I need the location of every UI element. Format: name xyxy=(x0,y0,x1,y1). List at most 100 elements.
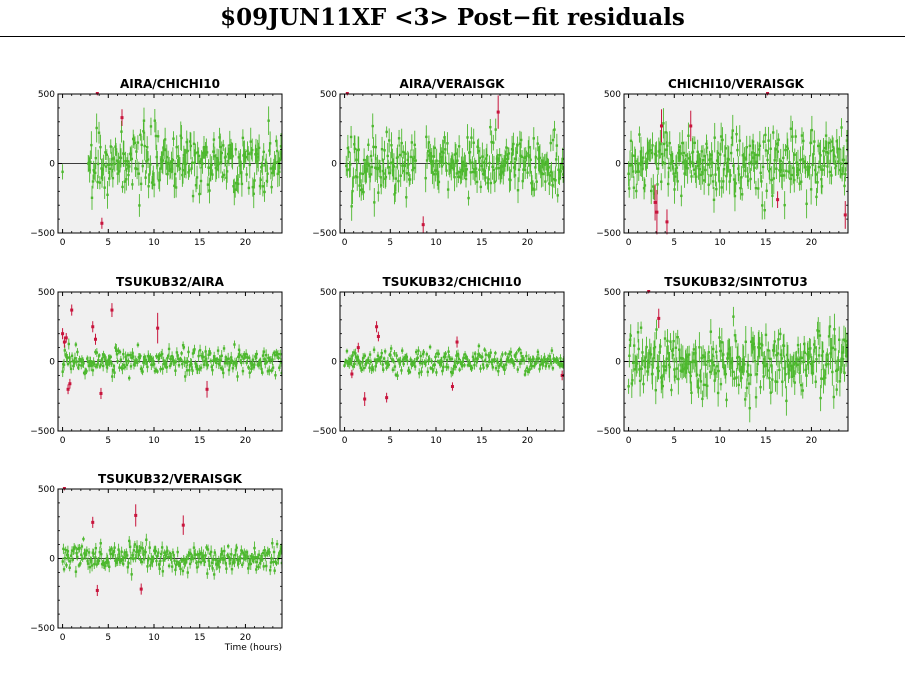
good-point xyxy=(790,173,794,177)
good-point xyxy=(181,169,185,172)
good-point xyxy=(468,151,472,154)
good-point xyxy=(519,351,523,355)
good-point xyxy=(142,355,146,359)
good-point xyxy=(809,347,812,350)
outlier-point xyxy=(68,382,72,386)
good-point xyxy=(490,361,494,364)
good-point xyxy=(843,371,846,375)
good-point xyxy=(274,560,277,563)
good-point xyxy=(151,178,154,182)
good-point xyxy=(85,370,88,373)
good-point xyxy=(202,554,205,557)
good-point xyxy=(740,176,743,179)
good-point xyxy=(210,365,213,368)
good-point xyxy=(207,559,210,562)
good-point xyxy=(521,179,524,183)
good-point xyxy=(475,361,478,364)
good-point xyxy=(82,362,85,365)
good-point xyxy=(181,344,185,347)
good-point xyxy=(275,139,278,143)
good-point xyxy=(825,358,829,361)
good-point xyxy=(687,362,690,366)
good-point xyxy=(639,150,643,153)
good-point xyxy=(678,348,681,351)
good-point xyxy=(344,360,347,364)
good-point xyxy=(738,139,741,142)
good-point xyxy=(671,159,674,163)
good-point xyxy=(778,368,781,372)
good-point xyxy=(549,358,552,361)
good-point xyxy=(362,158,366,162)
good-point xyxy=(823,376,827,379)
good-point xyxy=(702,383,706,387)
good-point xyxy=(421,362,424,365)
good-point xyxy=(408,370,412,374)
good-point xyxy=(107,561,110,564)
good-point xyxy=(840,172,844,176)
good-point xyxy=(90,564,94,567)
y-tick-label: −500 xyxy=(30,427,55,437)
good-point xyxy=(523,156,526,160)
x-tick-label: 5 xyxy=(105,436,111,446)
good-point xyxy=(101,357,104,360)
good-point xyxy=(262,565,265,568)
good-point xyxy=(148,546,151,549)
good-point xyxy=(724,372,727,376)
good-point xyxy=(813,168,817,172)
good-point xyxy=(206,548,210,551)
good-point xyxy=(209,359,213,363)
good-point xyxy=(758,346,762,350)
x-tick-label: 20 xyxy=(240,238,252,248)
good-point xyxy=(134,167,137,170)
good-point xyxy=(144,550,147,554)
good-point xyxy=(212,558,215,561)
good-point xyxy=(433,363,436,366)
good-point xyxy=(515,151,518,154)
good-point xyxy=(698,157,702,161)
good-point xyxy=(156,370,159,373)
good-point xyxy=(77,366,80,369)
good-point xyxy=(146,158,150,161)
good-point xyxy=(537,157,540,161)
good-point xyxy=(513,354,517,357)
good-point xyxy=(704,363,707,366)
good-point xyxy=(684,363,687,366)
good-point xyxy=(463,364,466,367)
good-point xyxy=(840,357,843,360)
outlier-point xyxy=(376,334,380,338)
good-point xyxy=(189,361,192,364)
good-point xyxy=(494,366,498,370)
outlier-point xyxy=(93,337,97,341)
good-point xyxy=(87,551,91,554)
good-point xyxy=(427,359,430,362)
good-point xyxy=(516,144,519,147)
good-point xyxy=(125,163,129,166)
good-point xyxy=(208,189,211,192)
chart-title: TSUKUB32/AIRA xyxy=(116,275,225,289)
good-point xyxy=(381,169,385,173)
good-point xyxy=(387,363,391,366)
good-point xyxy=(386,362,389,365)
good-point xyxy=(174,360,178,363)
good-point xyxy=(88,168,91,172)
good-point xyxy=(120,550,123,553)
good-point xyxy=(783,203,786,207)
good-point xyxy=(127,359,130,363)
good-point xyxy=(183,162,186,165)
good-point xyxy=(759,171,762,175)
good-point xyxy=(135,150,138,153)
good-point xyxy=(667,166,671,170)
good-point xyxy=(218,565,221,569)
good-point xyxy=(192,546,196,549)
good-point xyxy=(269,358,273,362)
good-point xyxy=(796,163,800,166)
good-point xyxy=(728,180,731,183)
good-point xyxy=(210,561,214,564)
good-point xyxy=(817,165,821,169)
good-point xyxy=(846,349,848,353)
good-point xyxy=(739,368,742,371)
good-point xyxy=(663,369,666,372)
good-point xyxy=(561,363,564,366)
y-tick-label: 0 xyxy=(49,358,55,368)
good-point xyxy=(244,156,248,159)
